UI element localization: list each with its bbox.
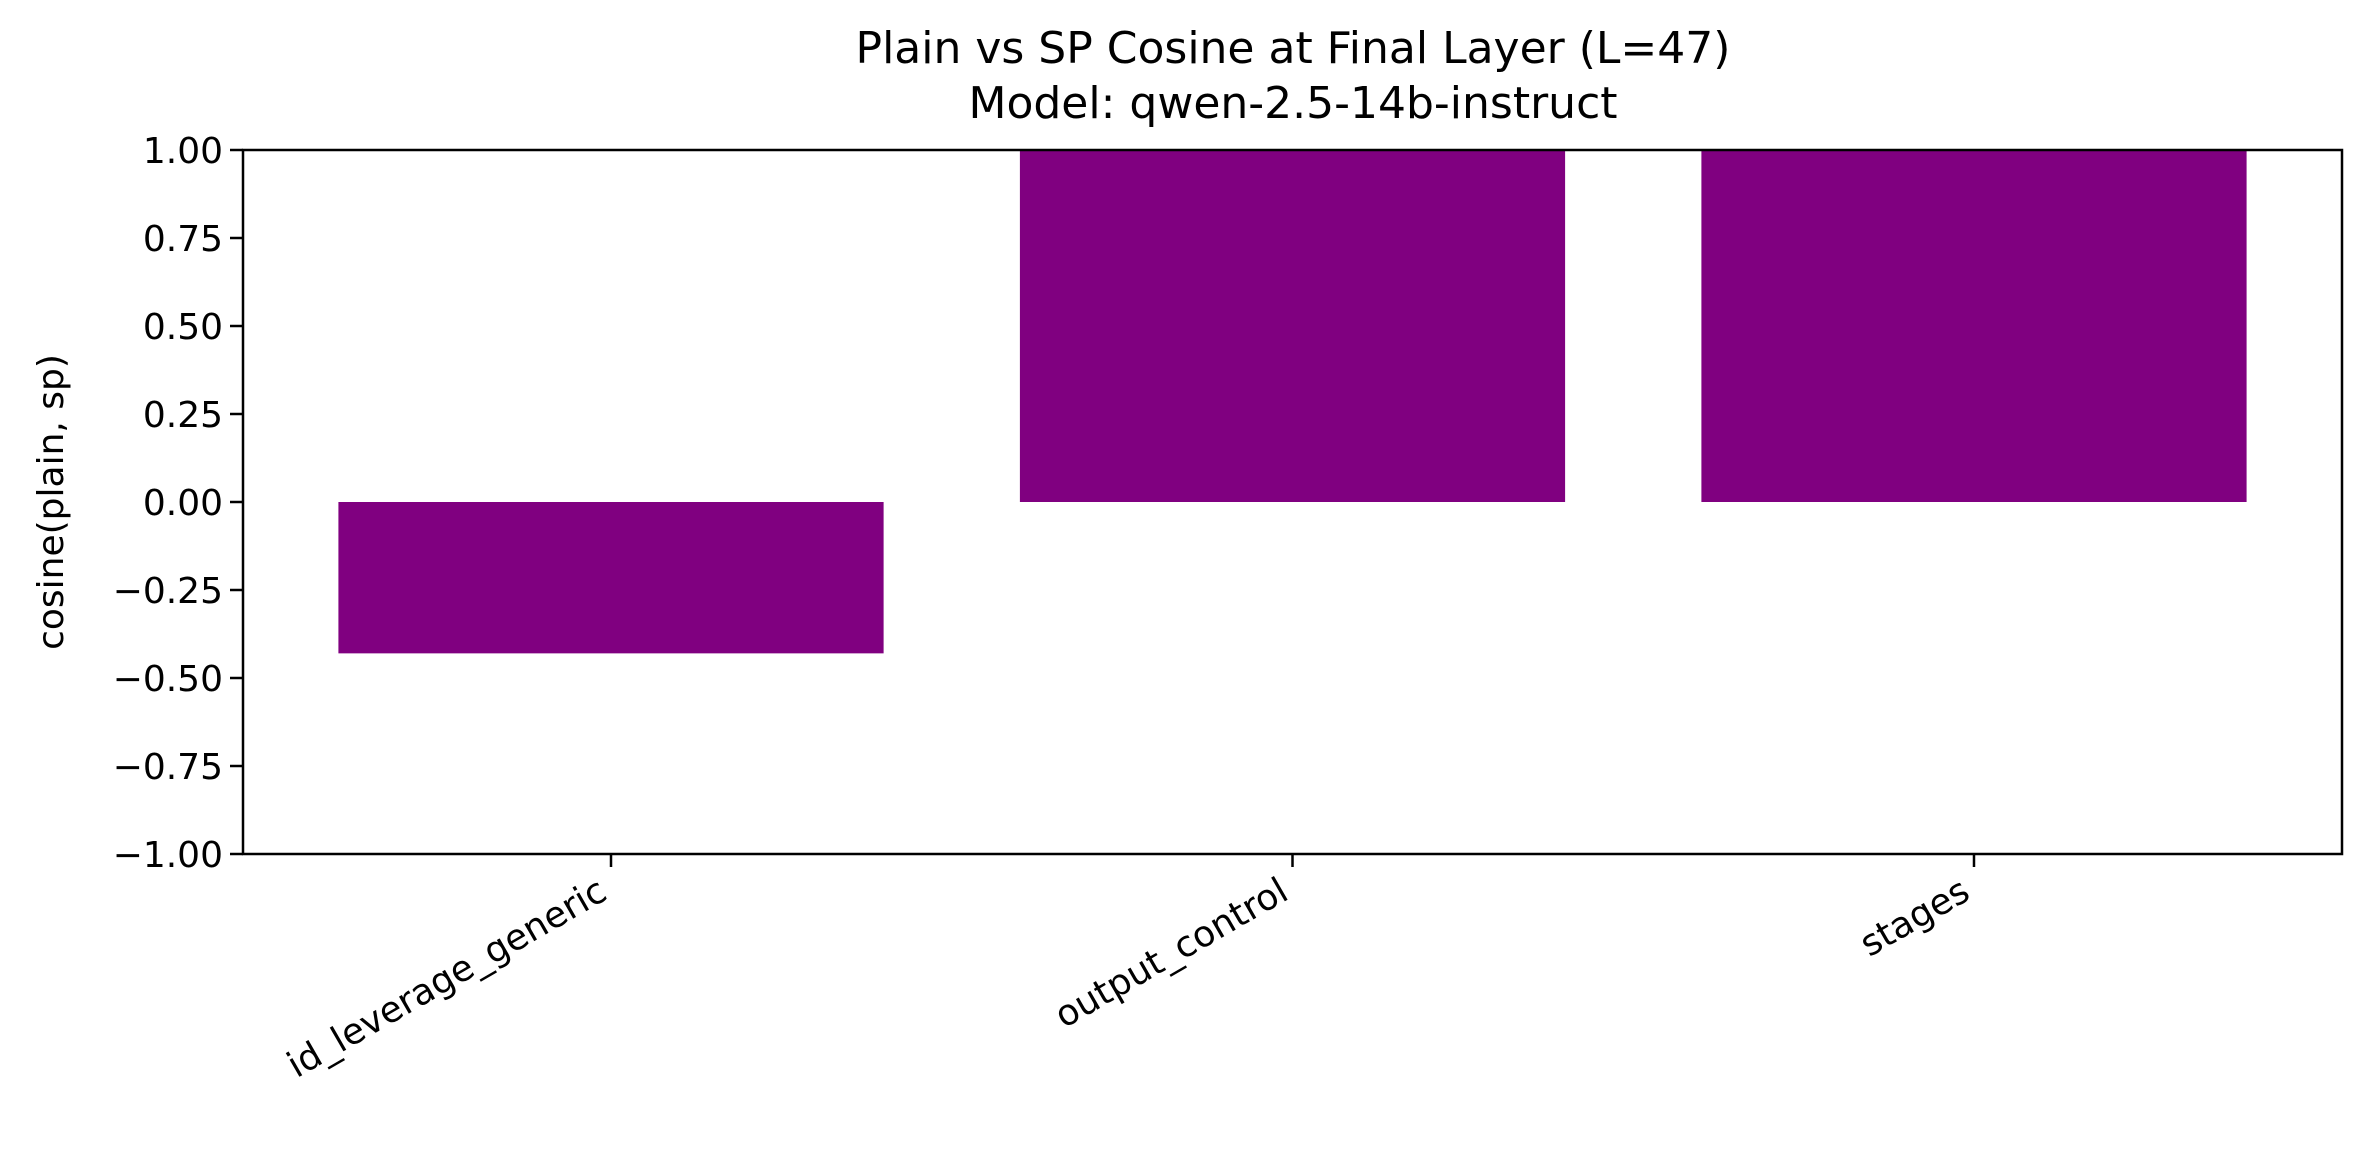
y-tick-label: 0.25	[143, 395, 223, 436]
x-axis: id_leverage_generic output_control stages	[280, 854, 1976, 1086]
y-tick-label: −0.50	[113, 659, 223, 700]
x-tick-label: output_control	[1048, 870, 1295, 1036]
chart-subtitle: Model: qwen-2.5-14b-instruct	[968, 78, 1617, 129]
y-tick-label: −0.75	[113, 747, 223, 788]
bar-id_leverage_generic	[338, 502, 884, 654]
y-axis: −1.00 −0.75 −0.50 −0.25 0.00 0.25 0.50 0.75 1.00	[113, 131, 243, 876]
bar-output_control	[1019, 150, 1566, 502]
y-tick-label: 0.00	[143, 483, 223, 524]
y-axis-label: cosine(plain, sp)	[31, 354, 72, 650]
chart-title: Plain vs SP Cosine at Final Layer (L=47)	[856, 23, 1731, 74]
y-tick-label: −1.00	[113, 835, 223, 876]
y-tick-label: 1.00	[143, 131, 223, 172]
bar-stages	[1701, 150, 2247, 502]
bars-group	[338, 150, 2247, 654]
y-tick-label: 0.50	[143, 307, 223, 348]
x-tick-label: id_leverage_generic	[280, 870, 613, 1086]
x-tick-label: stages	[1853, 870, 1976, 965]
y-tick-label: −0.25	[113, 571, 223, 612]
y-tick-label: 0.75	[143, 219, 223, 260]
